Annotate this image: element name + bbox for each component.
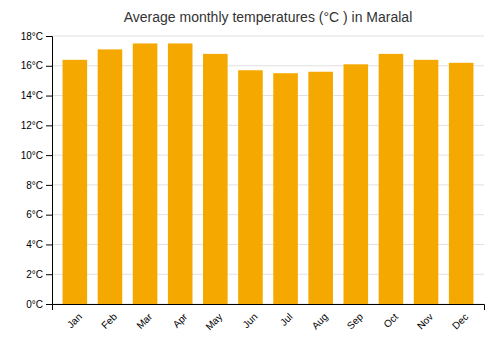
y-axis: 0°C 2°C 4°C 6°C 8°C 10°C 12°C 14°C 16°C 18°C (21, 31, 53, 310)
y-tick: 4°C (26, 239, 52, 250)
bar (133, 43, 158, 304)
grid (52, 36, 484, 304)
bar (63, 60, 88, 304)
y-tick-mark (46, 66, 52, 67)
x-tick: May (203, 311, 224, 332)
x-tick-label: Dec (450, 311, 470, 331)
x-tick: Jun (240, 311, 259, 330)
x-tick-label: Feb (99, 311, 119, 331)
y-tick-label: 4°C (26, 239, 43, 250)
y-tick-label: 2°C (26, 269, 43, 280)
x-tick: Aug (310, 311, 330, 331)
y-tick-label: 0°C (26, 299, 43, 310)
bar (203, 54, 228, 304)
bar (238, 70, 263, 304)
bar (98, 49, 123, 304)
x-tick-label: May (203, 311, 224, 332)
x-tick-label: Apr (171, 311, 190, 330)
x-tick-label: Nov (415, 311, 435, 331)
bar (344, 64, 369, 304)
x-tick-label: Jul (278, 311, 295, 328)
x-tick: Sep (345, 311, 366, 332)
x-axis-line (53, 305, 485, 311)
grid-line (52, 36, 484, 37)
y-tick: 6°C (26, 209, 52, 220)
x-tick-label: Sep (345, 311, 366, 332)
y-tick: 8°C (26, 180, 52, 191)
title: Average monthly temperatures (°C ) in Ma… (124, 9, 413, 25)
x-tick: Apr (171, 311, 190, 330)
x-axis: Jan Feb Mar Apr May Jun Jul Aug Sep Oct Nov Dec (53, 305, 485, 333)
x-tick: Dec (450, 311, 470, 331)
y-tick-mark (46, 96, 52, 97)
x-tick: Mar (134, 311, 154, 331)
bar (414, 60, 439, 304)
x-tick: Jul (278, 311, 295, 328)
y-tick-mark (46, 36, 52, 37)
y-tick-mark (46, 155, 52, 156)
bar (308, 72, 333, 304)
y-tick-label: 14°C (21, 90, 43, 101)
chart: 0°C 2°C 4°C 6°C 8°C 10°C 12°C 14°C 16°C 18°C Jan Fe… (0, 0, 500, 350)
x-tick-label: Aug (310, 311, 330, 331)
x-tick: Jan (65, 311, 84, 330)
x-tick-label: Jun (240, 311, 259, 330)
marks (63, 43, 474, 304)
bar (168, 43, 193, 304)
y-tick-label: 12°C (21, 120, 43, 131)
y-tick-mark (46, 215, 52, 216)
y-tick-label: 8°C (26, 180, 43, 191)
y-tick-mark (46, 244, 52, 245)
x-tick-label: Jan (65, 311, 84, 330)
y-tick-mark (46, 304, 52, 305)
y-tick: 18°C (21, 31, 52, 42)
y-tick: 10°C (21, 150, 52, 161)
y-tick: 0°C (26, 299, 52, 310)
y-tick-label: 18°C (21, 31, 43, 42)
y-tick: 16°C (21, 60, 52, 71)
x-tick: Oct (381, 311, 400, 330)
bar (273, 73, 298, 304)
bar (379, 54, 404, 304)
y-tick-label: 16°C (21, 60, 43, 71)
x-tick: Nov (415, 311, 435, 331)
y-tick-label: 6°C (26, 209, 43, 220)
y-tick-mark (46, 185, 52, 186)
y-tick-label: 10°C (21, 150, 43, 161)
y-tick: 14°C (21, 90, 52, 101)
y-tick: 12°C (21, 120, 52, 131)
x-tick: Feb (99, 311, 119, 331)
x-tick-label: Mar (134, 311, 154, 331)
y-tick-mark (46, 274, 52, 275)
x-tick-label: Oct (381, 311, 400, 330)
y-tick: 2°C (26, 269, 52, 280)
y-axis-line (46, 37, 53, 305)
bar (449, 63, 474, 304)
plot-area: 0°C 2°C 4°C 6°C 8°C 10°C 12°C 14°C 16°C 18°C Jan Fe… (21, 31, 485, 333)
y-tick-mark (46, 125, 52, 126)
